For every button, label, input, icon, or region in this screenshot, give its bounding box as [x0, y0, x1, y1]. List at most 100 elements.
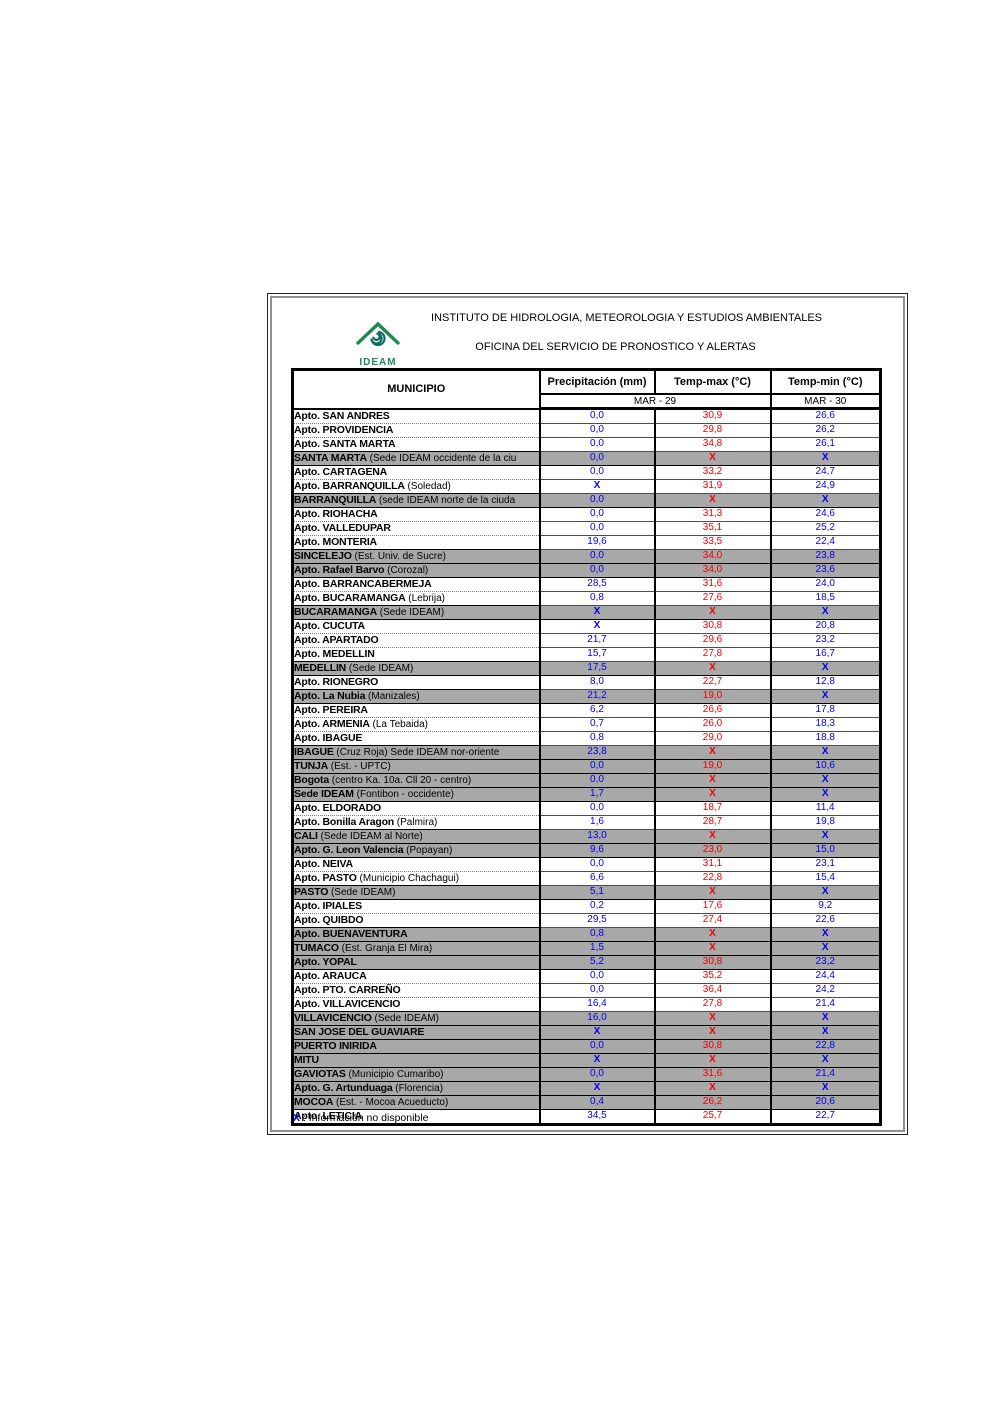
table-row: BARRANQUILLA (sede IDEAM norte de la ciu… — [292, 492, 881, 508]
precip-value: 0,0 — [538, 969, 655, 984]
municipio-name: PASTO — [294, 885, 329, 898]
tmax-value: 26,0 — [653, 717, 771, 732]
tmin-value: X — [769, 450, 881, 466]
precip-value: 0,0 — [538, 408, 655, 424]
precip-value: 1,7 — [538, 786, 655, 802]
tmin-value: 24,7 — [769, 465, 881, 480]
municipio-detail: (Municipio Chachagui) — [356, 872, 460, 884]
table-row: Sede IDEAM (Fontibon - occidente) 1,7 X … — [292, 786, 881, 802]
tmax-value: 34,0 — [653, 562, 771, 578]
precip-value: 0,0 — [538, 801, 655, 816]
precip-value: 0,8 — [538, 731, 655, 746]
table-row: Apto. Bonilla Aragon (Palmira) 1,6 28,7 … — [292, 815, 881, 830]
org-title: INSTITUTO DE HIDROLOGIA, METEOROLOGIA Y … — [431, 312, 822, 324]
municipio-detail: (Municipio Cumaribo) — [345, 1068, 444, 1080]
municipio-name: SAN JOSE DEL GUAVIARE — [294, 1025, 425, 1038]
precip-value: 0,0 — [538, 562, 655, 578]
tmin-value: 20,6 — [769, 1094, 881, 1110]
precip-value: 1,6 — [538, 815, 655, 830]
table-row: Bogota (centro Ka. 10a. Cll 20 - centro)… — [292, 772, 881, 788]
precip-value: 15,7 — [538, 647, 655, 662]
report-page: INSTITUTO DE HIDROLOGIA, METEOROLOGIA Y … — [267, 293, 908, 1135]
municipio-name: Apto. YOPAL — [294, 955, 357, 968]
precip-value: 0,4 — [538, 1094, 655, 1110]
municipio-cell: Apto. MONTERIA — [292, 535, 540, 550]
municipio-name: BUCARAMANGA — [294, 605, 377, 618]
table-row: TUMACO (Est. Granja El Mira) 1,5 X X — [292, 940, 881, 956]
table-row: Apto. VILLAVICENCIO 16,4 27,8 21,4 — [292, 997, 881, 1012]
tmax-value: 31,9 — [653, 479, 771, 494]
table-row: SANTA MARTA (Sede IDEAM occidente de la … — [292, 450, 881, 466]
table-row: Apto. VALLEDUPAR 0,0 35,1 25,2 — [292, 521, 881, 536]
tmin-value: 23,8 — [769, 548, 881, 564]
table-row: Apto. LETICIA 34,5 25,7 22,7 — [292, 1109, 881, 1125]
municipio-detail: (Popayan) — [403, 844, 453, 856]
tmax-value: X — [653, 604, 771, 620]
municipio-cell: Apto. RIONEGRO — [292, 675, 540, 690]
tmin-value: 24,4 — [769, 969, 881, 984]
tmax-value: 22,7 — [653, 675, 771, 690]
tmax-value: 30,8 — [653, 619, 771, 634]
precip-value: 0,0 — [538, 983, 655, 998]
tmax-value: 29,6 — [653, 633, 771, 648]
tmax-value: 19,0 — [653, 758, 771, 774]
tmin-value: X — [769, 688, 881, 704]
municipio-name: Apto. Rafael Barvo — [294, 563, 385, 576]
municipio-cell: Apto. G. Artunduaga (Florencia) — [292, 1080, 540, 1096]
municipio-cell: Bogota (centro Ka. 10a. Cll 20 - centro) — [292, 772, 540, 788]
tmax-value: 31,3 — [653, 507, 771, 522]
tmin-value: 23,2 — [769, 954, 881, 970]
municipio-cell: SAN JOSE DEL GUAVIARE — [292, 1024, 540, 1040]
municipio-name: Apto. SAN ANDRES — [294, 409, 390, 422]
table-row: MITU X X X — [292, 1052, 881, 1068]
tmax-value: X — [653, 744, 771, 760]
municipio-detail: (Cruz Roja) Sede IDEAM nor-oriente — [333, 746, 500, 758]
table-row: SAN JOSE DEL GUAVIARE X X X — [292, 1024, 881, 1040]
municipio-name: Apto. BUCARAMANGA — [294, 591, 406, 604]
municipio-cell: SANTA MARTA (Sede IDEAM occidente de la … — [292, 450, 540, 466]
municipio-name: Bogota — [294, 773, 329, 786]
municipio-detail: (Sede IDEAM) — [371, 1012, 439, 1024]
table-row: Apto. BARRANCABERMEJA 28,5 31,6 24,0 — [292, 577, 881, 592]
tmin-value: 12,8 — [769, 675, 881, 690]
table-row: SINCELEJO (Est. Univ. de Sucre) 0,0 34,0… — [292, 548, 881, 564]
precip-value: 0,8 — [538, 926, 655, 942]
table-row: BUCARAMANGA (Sede IDEAM) X X X — [292, 604, 881, 620]
column-header-municipio: MUNICIPIO — [291, 368, 541, 410]
table-row: PASTO (Sede IDEAM) 5,1 X X — [292, 884, 881, 900]
municipio-name: TUNJA — [294, 759, 329, 772]
tmin-value: X — [769, 492, 881, 508]
municipio-cell: Apto. CARTAGENA — [292, 465, 540, 480]
precip-value: 1,5 — [538, 940, 655, 956]
precip-value: 29,5 — [538, 913, 655, 928]
tmax-value: 33,5 — [653, 535, 771, 550]
municipio-detail: (Soledad) — [404, 480, 451, 492]
footnote-symbol: X — [293, 1112, 301, 1124]
table-row: MEDELLIN (Sede IDEAM) 17,5 X X — [292, 660, 881, 676]
municipio-detail: (Sede IDEAM) — [328, 886, 396, 898]
tmin-value: X — [769, 1024, 881, 1040]
municipio-detail: (Est. - Mocoa Acueducto) — [333, 1096, 449, 1108]
tmax-value: X — [653, 492, 771, 508]
table-row: IBAGUE (Cruz Roja) Sede IDEAM nor-orient… — [292, 744, 881, 760]
tmin-value: 23,2 — [769, 633, 881, 648]
table-row: Apto. IPIALES 0,2 17,6 9,2 — [292, 899, 881, 914]
precip-value: 0,0 — [538, 548, 655, 564]
table-row: Apto. Rafael Barvo (Corozal) 0,0 34,0 23… — [292, 562, 881, 578]
tmin-value: 22,8 — [769, 1038, 881, 1054]
municipio-name: Apto. ARMENIA — [294, 717, 370, 730]
tmin-value: 19,8 — [769, 815, 881, 830]
column-header-precipitacion: Precipitación (mm) — [538, 368, 656, 395]
tmax-value: 33,2 — [653, 465, 771, 480]
tmin-value: X — [769, 926, 881, 942]
column-header-temp-min: Temp-min (°C) — [769, 368, 882, 395]
municipio-detail: (Lebrija) — [405, 592, 445, 604]
tmin-value: 25,2 — [769, 521, 881, 536]
table-row: Apto. PASTO (Municipio Chachagui) 6,6 22… — [292, 871, 881, 886]
tmax-value: 26,6 — [653, 703, 771, 718]
tmin-value: 26,1 — [769, 437, 881, 452]
table-row: Apto. NEIVA 0,0 31,1 23,1 — [292, 857, 881, 872]
tmin-value: 21,4 — [769, 1066, 881, 1082]
precip-value: 5,2 — [538, 954, 655, 970]
table-row: TUNJA (Est. - UPTC) 0,0 19,0 10,6 — [292, 758, 881, 774]
